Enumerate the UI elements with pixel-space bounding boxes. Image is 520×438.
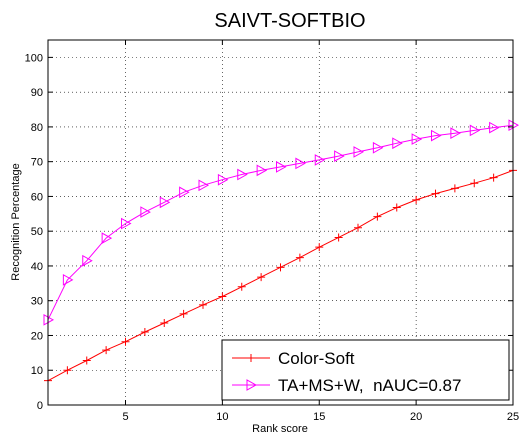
data-point <box>353 146 365 158</box>
data-point <box>102 346 111 355</box>
data-point <box>470 179 479 188</box>
data-point <box>82 254 93 267</box>
data-point <box>450 127 461 140</box>
x-axis-label: Rank score <box>252 423 308 435</box>
y-tick-label: 30 <box>31 296 43 308</box>
x-tick-label: 5 <box>122 411 128 423</box>
legend-label: TA+MS+W, nAUC=0.87 <box>278 376 461 395</box>
data-point <box>62 274 74 286</box>
data-point <box>392 137 403 150</box>
data-point <box>354 223 362 232</box>
data-point <box>411 133 423 145</box>
legend-item: Color-Soft <box>232 349 355 368</box>
data-point <box>159 196 171 209</box>
data-point <box>334 150 345 162</box>
data-point <box>198 179 210 192</box>
data-point <box>373 212 382 221</box>
data-point <box>295 157 306 170</box>
data-point <box>392 203 401 212</box>
y-tick-label: 60 <box>31 191 43 203</box>
data-point <box>121 217 132 230</box>
data-point <box>469 124 481 137</box>
data-point <box>246 379 258 391</box>
data-point <box>140 328 149 336</box>
data-point <box>276 161 287 173</box>
x-tick-label: 10 <box>216 411 228 423</box>
y-tick-label: 40 <box>31 261 43 273</box>
data-point <box>140 206 151 218</box>
data-point <box>237 168 248 181</box>
data-point <box>431 189 440 198</box>
y-tick-label: 20 <box>31 330 43 342</box>
data-point <box>314 154 326 166</box>
y-tick-label: 10 <box>31 365 43 377</box>
legend-item: TA+MS+W, nAUC=0.87 <box>232 376 461 395</box>
data-point <box>82 356 91 365</box>
y-axis-label: Recognition Percentage <box>10 163 22 280</box>
legend-label: Color-Soft <box>278 349 355 368</box>
legend: Color-Soft TA+MS+W, nAUC=0.87 <box>221 339 510 401</box>
data-point <box>412 195 421 204</box>
data-point <box>315 243 324 252</box>
y-tick-label: 100 <box>25 52 43 64</box>
data-point <box>237 282 246 291</box>
y-tick-label: 80 <box>31 122 43 134</box>
data-point <box>217 173 229 186</box>
data-point <box>450 184 459 193</box>
data-point <box>431 129 442 142</box>
data-point <box>489 121 500 134</box>
series-line <box>47 124 514 321</box>
legend-items: Color-Soft TA+MS+W, nAUC=0.87 <box>232 349 461 395</box>
x-tick-label: 15 <box>313 411 325 423</box>
data-point <box>160 318 169 327</box>
data-point <box>179 186 190 199</box>
data-point <box>101 232 113 244</box>
y-tick-label: 70 <box>31 157 43 169</box>
x-tick-label: 20 <box>410 411 422 423</box>
data-point <box>63 366 72 375</box>
legend-box <box>221 339 510 401</box>
data-point <box>247 354 255 362</box>
chart-title: SAIVT-SOFTBIO <box>214 10 365 32</box>
tick-layer: 0 10 20 30 40 50 60 70 80 90 100 5 10 15 20 25 <box>25 40 519 423</box>
data-point <box>276 263 285 272</box>
data-point <box>372 141 384 154</box>
data-point <box>121 337 130 346</box>
series-group <box>43 119 520 326</box>
y-tick-label: 90 <box>31 87 43 99</box>
data-point <box>199 300 207 309</box>
y-tick-label: 0 <box>37 400 43 412</box>
data-point <box>179 309 188 318</box>
data-point <box>295 253 304 262</box>
data-point <box>256 164 268 177</box>
data-point <box>334 233 343 242</box>
data-point <box>489 173 498 182</box>
y-tick-label: 50 <box>31 226 43 238</box>
data-point <box>218 292 227 301</box>
x-tick-label: 25 <box>507 411 519 423</box>
plot-frame <box>47 39 514 406</box>
data-point <box>257 273 266 282</box>
